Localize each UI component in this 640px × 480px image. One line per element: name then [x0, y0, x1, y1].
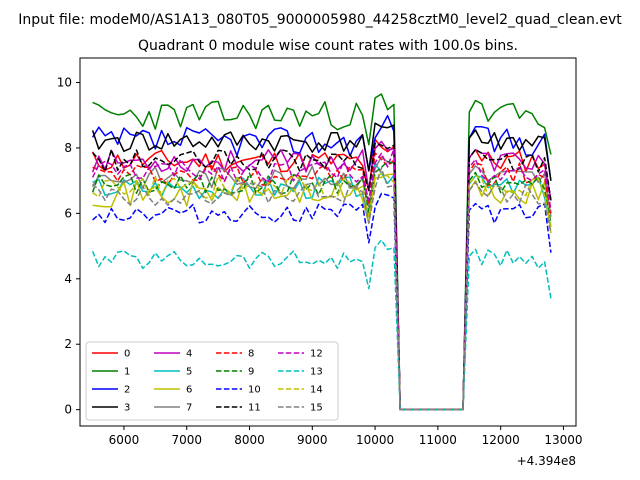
series-line-9	[91, 160, 552, 411]
plot-area	[91, 93, 552, 411]
series-line-12	[91, 148, 552, 411]
legend-label-2: 2	[124, 385, 130, 396]
legend-label-8: 8	[248, 349, 254, 360]
x-tick-label: 9000	[297, 433, 328, 447]
series-line-13	[91, 239, 552, 411]
series-line-2	[91, 114, 552, 411]
legend-label-13: 13	[310, 367, 323, 378]
y-tick-label: 2	[64, 337, 72, 351]
y-axis: 0 2 4 6 8 10	[57, 76, 80, 417]
series-line-15	[92, 167, 552, 411]
y-tick-label: 8	[64, 141, 72, 155]
x-tick-label: 6000	[109, 433, 140, 447]
series-line-6	[92, 173, 552, 411]
legend-label-1: 1	[124, 367, 130, 378]
series-line-11	[92, 142, 552, 411]
legend-label-10: 10	[248, 385, 261, 396]
x-tick-label: 8000	[234, 433, 265, 447]
legend-label-3: 3	[124, 403, 130, 414]
y-tick-label: 4	[64, 272, 72, 286]
series-line-8	[92, 152, 552, 411]
y-tick-label: 10	[57, 76, 72, 90]
series-line-3	[91, 122, 552, 411]
series-line-10	[92, 192, 552, 411]
legend-label-6: 6	[186, 385, 192, 396]
series-line-5	[92, 161, 552, 411]
x-tick-label: 7000	[171, 433, 202, 447]
y-tick-label: 0	[64, 403, 72, 417]
series-line-7	[91, 156, 552, 411]
legend-label-12: 12	[310, 349, 323, 360]
x-tick-label: 13000	[544, 433, 582, 447]
chart-title: Quadrant 0 module wise count rates with …	[138, 38, 518, 54]
legend-label-4: 4	[186, 349, 192, 360]
x-tick-label: 10000	[356, 433, 394, 447]
figure-suptitle: Input file: modeM0/AS1A13_080T05_9000005…	[18, 12, 622, 28]
legend-label-11: 11	[248, 403, 261, 414]
series-line-14	[92, 173, 552, 411]
legend-box	[85, 341, 339, 421]
y-tick-label: 6	[64, 206, 72, 220]
legend-label-0: 0	[124, 349, 130, 360]
x-axis-offset-label: +4.394e8	[517, 454, 576, 468]
axes-frame	[79, 57, 577, 427]
legend-label-14: 14	[310, 385, 323, 396]
legend-label-7: 7	[186, 403, 192, 414]
x-tick-label: 12000	[482, 433, 520, 447]
x-axis: 6000 7000 8000 9000 10000 11000 12000 13000	[109, 426, 583, 447]
legend-label-5: 5	[186, 367, 192, 378]
legend-label-9: 9	[248, 367, 254, 378]
x-tick-label: 11000	[419, 433, 457, 447]
series-line-1	[92, 93, 552, 411]
legend-label-15: 15	[310, 403, 323, 414]
